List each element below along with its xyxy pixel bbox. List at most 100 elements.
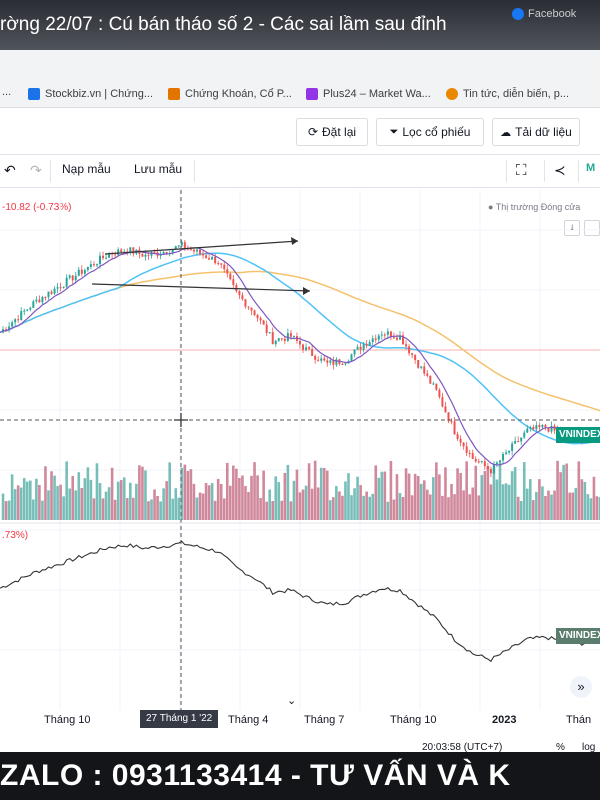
stockbiz-icon — [28, 88, 40, 100]
volume-bar — [577, 461, 581, 520]
candle-body — [371, 338, 374, 343]
volume-bar — [177, 497, 181, 520]
candle-body — [80, 269, 83, 274]
symbol-badge-lower: VNINDEX — [556, 628, 600, 644]
candle-body — [374, 338, 377, 340]
load-template-button[interactable]: Nạp mẫu — [62, 162, 111, 176]
candle-body — [14, 319, 17, 323]
percent-toggle[interactable]: % — [556, 742, 565, 753]
candle-body — [547, 427, 550, 432]
volume-bar — [429, 494, 432, 520]
volume-bar — [71, 475, 75, 520]
candle-body — [299, 340, 301, 345]
stock-filter-button[interactable]: ⏷ Lọc cổ phiếu — [376, 118, 484, 146]
volume-bar — [22, 478, 26, 520]
bookmark-plus24[interactable]: Plus24 – Market Wa... — [306, 86, 431, 102]
candle-body — [405, 344, 408, 347]
more-cutoff[interactable]: M — [586, 162, 596, 174]
chevron-down-icon[interactable]: ⌄ — [287, 695, 297, 707]
volume-bar — [598, 497, 600, 520]
volume-bar — [353, 488, 356, 520]
candle-body — [205, 255, 208, 259]
candle-body — [359, 346, 362, 350]
volume-bar — [529, 479, 532, 520]
x-tick-label: Tháng 10 — [44, 714, 91, 726]
save-template-button[interactable]: Lưu mẫu — [134, 162, 183, 176]
candle-body — [108, 253, 111, 258]
candle-body — [71, 275, 74, 281]
candle-body — [308, 347, 311, 349]
volume-bar — [153, 489, 156, 520]
bookmark-overflow-dots[interactable]: ... — [2, 86, 12, 98]
volume-bar — [532, 500, 535, 520]
load-data-button[interactable]: ☁ Tải dữ liệu — [492, 118, 580, 146]
candle-body — [268, 332, 271, 334]
bookmarks-bar — [0, 50, 600, 108]
candle-body — [41, 296, 44, 303]
candle-body — [183, 242, 186, 249]
volume-bar — [104, 491, 108, 520]
volume-bar — [362, 495, 365, 520]
volume-bar — [156, 495, 159, 520]
candle-body — [377, 335, 380, 340]
volume-bar — [313, 460, 317, 520]
candle-body — [132, 247, 135, 254]
undo-icon[interactable]: ↶ — [4, 162, 16, 178]
volume-bar — [98, 483, 102, 520]
chart-grid — [0, 190, 600, 710]
candle-body — [274, 340, 277, 345]
bookmark-chungkhoan[interactable]: Chứng Khoán, Cổ P... — [168, 86, 292, 102]
volume-bar — [425, 489, 429, 520]
volume-bar — [204, 482, 208, 520]
volume-bar — [516, 496, 520, 520]
candle-body — [450, 421, 453, 423]
candle-body — [368, 342, 371, 346]
volume-bar — [16, 485, 20, 520]
candle-body — [120, 249, 123, 253]
volume-bar — [586, 494, 590, 520]
log-toggle[interactable]: log — [582, 742, 596, 753]
bookmark-tintuc[interactable]: Tin tức, diễn biến, p... — [446, 86, 569, 102]
scroll-right-icon[interactable]: » — [570, 676, 592, 698]
candle-body — [495, 462, 498, 464]
share-icon[interactable]: ≺ — [554, 162, 566, 178]
candle-body — [92, 264, 95, 266]
reset-button[interactable]: ⟳ Đặt lại — [296, 118, 368, 146]
candle-body — [202, 254, 205, 256]
candle-body — [362, 344, 365, 350]
news-icon — [446, 88, 458, 100]
candle-body — [456, 434, 459, 439]
redo-icon[interactable]: ↷ — [30, 162, 42, 178]
zalo-banner: ZALO : 0931133414 - TƯ VẤN VÀ K — [0, 752, 600, 800]
scroll-down-icon[interactable]: ↓ — [564, 220, 580, 236]
candle-body — [241, 295, 244, 300]
candle-body — [283, 338, 286, 341]
candle-body — [444, 406, 447, 413]
candle-body — [229, 273, 232, 280]
candle-body — [271, 332, 274, 345]
bookmark-stockbiz[interactable]: Stockbiz.vn | Chứng... — [28, 86, 153, 102]
candle-body — [353, 349, 356, 355]
volume-bar — [89, 479, 93, 520]
toolbar-divider — [544, 160, 545, 182]
volume-bar — [29, 480, 32, 520]
volume-bar — [25, 481, 29, 520]
volume-bar — [10, 474, 14, 520]
candle-body — [32, 301, 35, 308]
volume-bar — [453, 494, 456, 520]
candle-body — [211, 256, 214, 260]
volume-bar — [62, 496, 65, 520]
x-tick-label: Tháng 4 — [228, 714, 269, 726]
volume-bar — [250, 475, 253, 520]
fullscreen-icon[interactable]: ⛶ — [516, 162, 527, 179]
candle-body — [471, 453, 474, 459]
volume-bar — [271, 501, 275, 520]
candle-body — [235, 284, 238, 292]
volume-bar — [238, 477, 241, 520]
volume-bar — [410, 495, 414, 520]
volume-bar — [119, 480, 123, 520]
facebook-tab-ghost: Facebook — [512, 8, 576, 21]
candle-body — [8, 326, 11, 331]
volume-bar — [501, 484, 505, 520]
stock-chart[interactable] — [0, 190, 600, 710]
